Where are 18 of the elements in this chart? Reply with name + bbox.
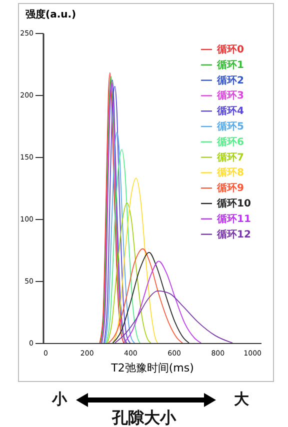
x-axis-title: T2弛豫时间(ms) bbox=[110, 362, 194, 374]
text: 大 bbox=[234, 390, 249, 409]
legend-label: 循环7 bbox=[216, 151, 244, 164]
legend-label: 循环1 bbox=[216, 58, 244, 71]
text: 孔隙大小 bbox=[110, 408, 178, 427]
legend-label: 循环4 bbox=[216, 105, 244, 118]
legend-label: 循环6 bbox=[216, 136, 244, 148]
legend-label: 循环9 bbox=[216, 182, 244, 194]
legend-label: 循环11 bbox=[216, 212, 251, 225]
legend-label: 循环3 bbox=[216, 90, 244, 102]
y-axis-title: 强度(a.u.) bbox=[26, 8, 76, 20]
legend-label: 循环12 bbox=[216, 228, 251, 240]
text: 小 bbox=[52, 390, 67, 409]
legend-label: 循环0 bbox=[216, 44, 244, 56]
legend-label: 循环8 bbox=[216, 166, 244, 179]
legend-label: 循环2 bbox=[216, 74, 244, 86]
legend-label: 循环10 bbox=[216, 198, 251, 210]
legend-label: 循环5 bbox=[216, 120, 244, 132]
